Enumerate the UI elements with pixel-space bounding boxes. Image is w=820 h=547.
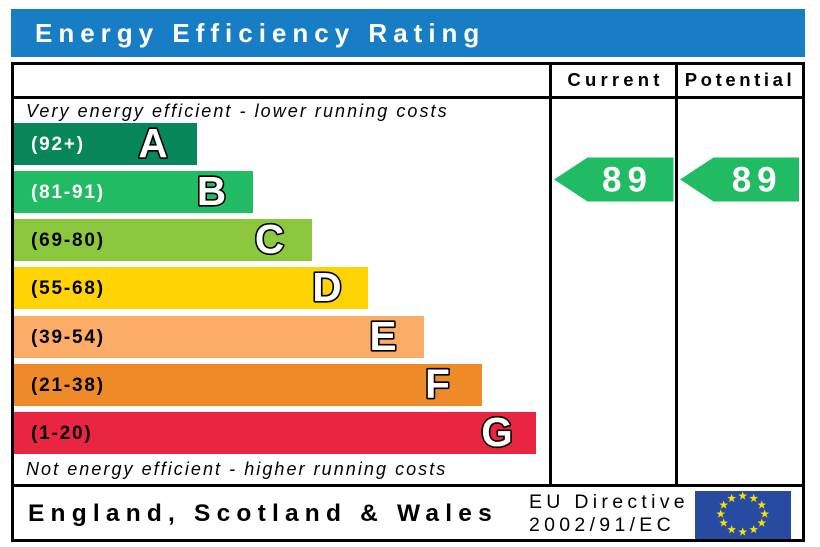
svg-text:C: C: [255, 216, 284, 262]
svg-text:B: B: [197, 168, 226, 214]
svg-text:F: F: [425, 361, 450, 407]
svg-text:A: A: [138, 120, 167, 166]
svg-text:E: E: [369, 313, 396, 359]
svg-text:G: G: [481, 409, 513, 455]
svg-text:D: D: [312, 264, 341, 310]
